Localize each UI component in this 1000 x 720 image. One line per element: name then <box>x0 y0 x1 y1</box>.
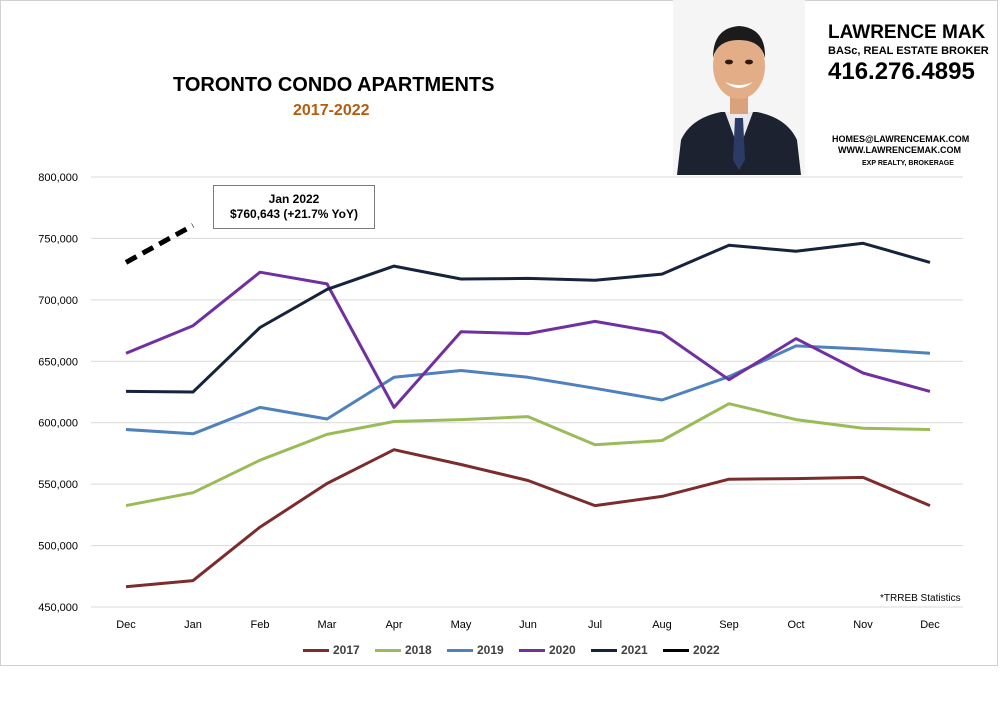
source-note: *TRREB Statistics <box>880 593 961 604</box>
x-tick-label: Jun <box>519 619 537 631</box>
y-tick-label: 750,000 <box>38 233 78 245</box>
legend-swatch <box>519 648 545 652</box>
chart-legend: 2017 2018 2019 2020 2021 2022 <box>0 641 1000 659</box>
series-line-2020 <box>125 270 931 409</box>
y-tick-label: 500,000 <box>38 541 78 553</box>
x-tick-label: Apr <box>385 619 402 631</box>
legend-item-2021: 2021 <box>591 641 648 659</box>
y-tick-label: 550,000 <box>38 479 78 491</box>
legend-item-2022: 2022 <box>663 641 720 659</box>
y-tick-label: 450,000 <box>38 602 78 614</box>
series-line-2021 <box>125 241 931 394</box>
legend-label: 2022 <box>693 643 720 657</box>
series-lines <box>124 223 931 589</box>
legend-label: 2017 <box>333 643 360 657</box>
legend-swatch <box>303 648 329 652</box>
x-tick-label: Mar <box>318 619 337 631</box>
jan-2022-callout: Jan 2022 $760,643 (+21.7% YoY) <box>213 185 375 229</box>
legend-item-2018: 2018 <box>375 641 432 659</box>
callout-value: $760,643 (+21.7% YoY) <box>230 207 358 221</box>
x-tick-label: Oct <box>787 619 804 631</box>
legend-label: 2021 <box>621 643 648 657</box>
y-tick-label: 800,000 <box>38 172 78 184</box>
x-tick-label: Sep <box>719 619 739 631</box>
legend-label: 2019 <box>477 643 504 657</box>
x-tick-label: Aug <box>652 619 672 631</box>
x-axis-ticks: Dec Jan Feb Mar Apr May Jun Jul Aug Sep Oct Nov Dec <box>116 619 940 631</box>
series-line-2017 <box>125 448 931 589</box>
y-tick-label: 700,000 <box>38 295 78 307</box>
y-tick-label: 600,000 <box>38 418 78 430</box>
callout-title: Jan 2022 <box>268 192 320 206</box>
series-line-2018 <box>125 402 931 508</box>
x-tick-label: Dec <box>116 619 136 631</box>
legend-label: 2020 <box>549 643 576 657</box>
legend-label: 2018 <box>405 643 432 657</box>
legend-item-2017: 2017 <box>303 641 360 659</box>
x-tick-label: Jan <box>184 619 202 631</box>
gridlines <box>91 176 963 608</box>
legend-item-2019: 2019 <box>447 641 504 659</box>
agent-name: LAWRENCE MAK <box>828 22 986 43</box>
legend-item-2020: 2020 <box>519 641 576 659</box>
x-tick-label: Feb <box>251 619 270 631</box>
agent-email: HOMES@LAWRENCEMAK.COM <box>832 134 970 144</box>
legend-swatch <box>591 648 617 652</box>
legend-swatch <box>447 648 473 652</box>
agent-phone: 416.276.4895 <box>828 58 975 85</box>
agent-brokerage: EXP REALTY, BROKERAGE <box>862 160 954 167</box>
x-tick-label: Nov <box>853 619 873 631</box>
line-chart: 450,000 500,000 550,000 600,000 650,000 700,0… <box>38 172 963 631</box>
x-tick-label: Dec <box>920 619 940 631</box>
x-tick-label: Jul <box>588 619 602 631</box>
agent-photo <box>673 0 805 175</box>
x-tick-label: May <box>451 619 472 631</box>
y-tick-label: 650,000 <box>38 356 78 368</box>
agent-role: BASc, REAL ESTATE BROKER <box>828 45 989 57</box>
agent-website: WWW.LAWRENCEMAK.COM <box>838 145 961 155</box>
series-line-2022 <box>124 223 195 265</box>
legend-swatch <box>663 648 689 652</box>
chart-title: TORONTO CONDO APARTMENTS <box>173 74 495 96</box>
chart-subtitle: 2017-2022 <box>293 102 370 119</box>
y-axis-ticks: 450,000 500,000 550,000 600,000 650,000 700,0… <box>38 172 78 614</box>
agent-portrait-image <box>673 0 805 175</box>
legend-swatch <box>375 648 401 652</box>
series-line-2019 <box>125 344 931 436</box>
